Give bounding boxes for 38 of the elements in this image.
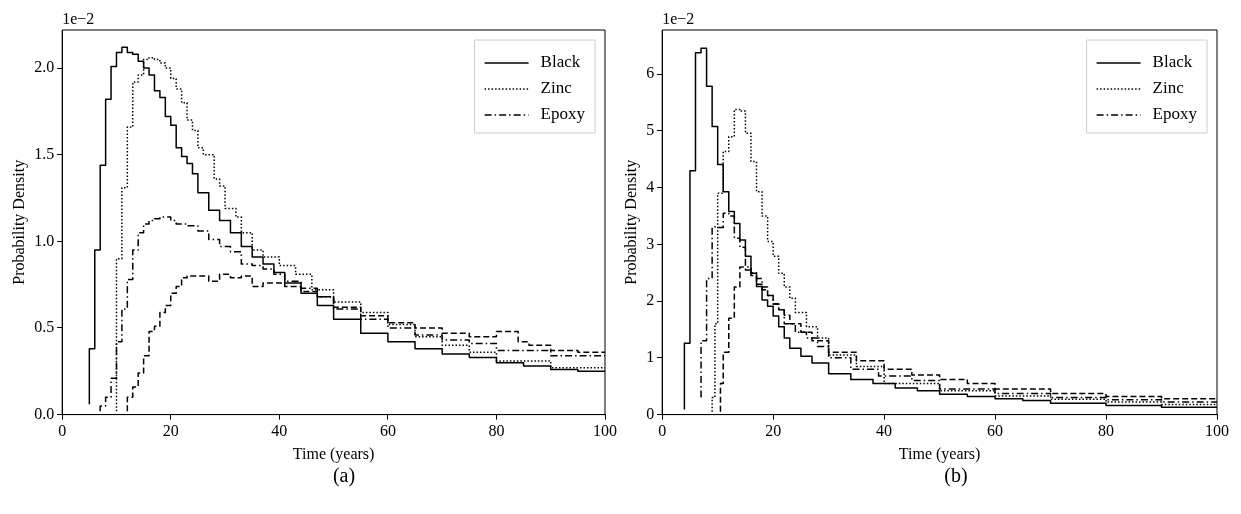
x-tick-label: 60 [987, 422, 1004, 440]
text: (b) [943, 464, 969, 487]
legend-label: Black [1152, 52, 1193, 72]
y-tick-label: 2 [646, 291, 655, 309]
text: 1e−2 [662, 10, 695, 28]
y-axis-title: Probability Density [9, 159, 28, 285]
y-tick-label: 6 [646, 64, 655, 82]
x-axis-title: Time (years) [292, 444, 375, 463]
x-tick-label: 100 [1205, 422, 1229, 440]
y-tick-label: 0.5 [34, 318, 55, 336]
y-tick-label: 1 [646, 348, 655, 366]
x-tick-label: 100 [593, 422, 617, 440]
y-tick-label: 0.0 [34, 404, 55, 422]
y-tick-label: 4 [646, 177, 655, 195]
text: 1e−2 [62, 10, 95, 28]
x-tick-label: 40 [271, 422, 288, 440]
y-tick-label: 2.0 [34, 58, 55, 76]
legend-label: Zinc [1152, 78, 1185, 98]
y-axis-title: Probability Density [621, 159, 640, 285]
y-tick-label: 1.0 [34, 231, 55, 249]
y-tick-label: 3 [646, 234, 655, 252]
legend-label: Epoxy [540, 104, 586, 124]
x-tick-label: 40 [876, 422, 893, 440]
x-tick-label: 0 [658, 422, 667, 440]
x-tick-label: 80 [488, 422, 505, 440]
legend-label: Epoxy [1152, 104, 1198, 124]
x-tick-label: 20 [765, 422, 782, 440]
x-tick-label: 20 [162, 422, 179, 440]
text: (a) [331, 464, 357, 487]
y-tick-label: 5 [646, 121, 655, 139]
x-tick-label: 80 [1098, 422, 1115, 440]
y-tick-label: 1.5 [34, 144, 55, 162]
legend-label: Black [540, 52, 581, 72]
x-axis-title: Time (years) [898, 444, 981, 463]
legend-label: Zinc [540, 78, 573, 98]
y-tick-label: 0 [646, 404, 655, 422]
x-tick-label: 60 [379, 422, 396, 440]
x-tick-label: 0 [58, 422, 67, 440]
